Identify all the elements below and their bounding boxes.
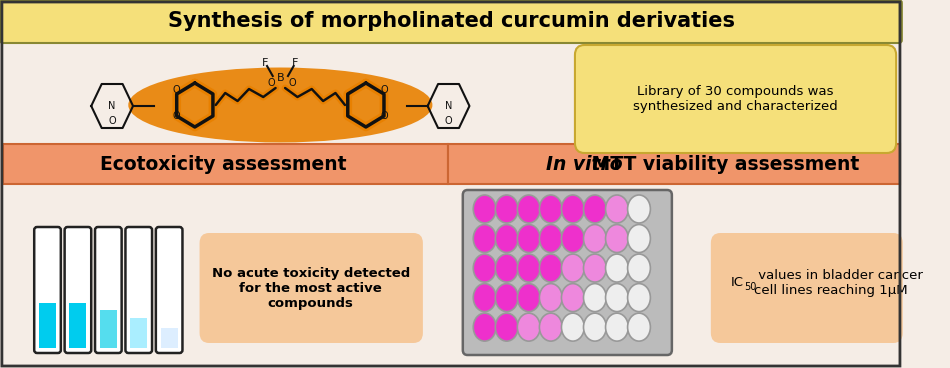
- Text: Library of 30 compounds was
synthesized and characterized: Library of 30 compounds was synthesized …: [633, 85, 838, 113]
- Ellipse shape: [473, 254, 496, 282]
- FancyBboxPatch shape: [3, 144, 447, 184]
- Ellipse shape: [561, 284, 584, 312]
- Ellipse shape: [518, 224, 541, 252]
- FancyBboxPatch shape: [575, 45, 896, 153]
- Text: O: O: [445, 116, 452, 126]
- Text: Ecotoxicity assessment: Ecotoxicity assessment: [100, 155, 347, 173]
- Ellipse shape: [583, 224, 606, 252]
- Text: O: O: [289, 78, 296, 88]
- FancyBboxPatch shape: [156, 227, 182, 353]
- Ellipse shape: [628, 313, 651, 341]
- Text: No acute toxicity detected
for the most active
compounds: No acute toxicity detected for the most …: [212, 266, 409, 309]
- FancyBboxPatch shape: [95, 227, 122, 353]
- Text: O: O: [267, 78, 275, 88]
- Text: O: O: [380, 85, 388, 95]
- Ellipse shape: [561, 195, 584, 223]
- Ellipse shape: [473, 284, 496, 312]
- FancyBboxPatch shape: [200, 233, 423, 343]
- Ellipse shape: [605, 254, 628, 282]
- Ellipse shape: [540, 284, 562, 312]
- Ellipse shape: [128, 67, 432, 142]
- Ellipse shape: [495, 224, 518, 252]
- Ellipse shape: [518, 254, 541, 282]
- Text: B: B: [276, 73, 284, 83]
- Ellipse shape: [540, 195, 562, 223]
- Ellipse shape: [518, 195, 541, 223]
- FancyBboxPatch shape: [0, 0, 902, 43]
- Text: In vitro: In vitro: [546, 155, 623, 173]
- FancyBboxPatch shape: [125, 227, 152, 353]
- Text: 50: 50: [744, 282, 756, 292]
- Ellipse shape: [473, 313, 496, 341]
- Bar: [100, 310, 117, 348]
- Bar: [161, 328, 178, 348]
- Bar: [69, 303, 86, 348]
- FancyBboxPatch shape: [447, 144, 900, 184]
- Ellipse shape: [605, 313, 628, 341]
- Ellipse shape: [605, 224, 628, 252]
- Text: O: O: [108, 116, 116, 126]
- Ellipse shape: [583, 254, 606, 282]
- Ellipse shape: [518, 284, 541, 312]
- Ellipse shape: [583, 284, 606, 312]
- Ellipse shape: [628, 224, 651, 252]
- Ellipse shape: [540, 224, 562, 252]
- Ellipse shape: [583, 195, 606, 223]
- Ellipse shape: [495, 313, 518, 341]
- Ellipse shape: [473, 195, 496, 223]
- Text: N: N: [108, 101, 116, 111]
- Ellipse shape: [495, 195, 518, 223]
- Ellipse shape: [495, 254, 518, 282]
- Ellipse shape: [628, 195, 651, 223]
- Text: MTT viability assessment: MTT viability assessment: [585, 155, 860, 173]
- Bar: [130, 318, 147, 348]
- Ellipse shape: [495, 284, 518, 312]
- Ellipse shape: [583, 313, 606, 341]
- Text: values in bladder cancer
cell lines reaching 1μM: values in bladder cancer cell lines reac…: [753, 269, 922, 297]
- Ellipse shape: [628, 254, 651, 282]
- Ellipse shape: [473, 224, 496, 252]
- Text: O: O: [173, 111, 180, 121]
- Ellipse shape: [605, 195, 628, 223]
- Text: F: F: [262, 58, 268, 68]
- Ellipse shape: [540, 254, 562, 282]
- FancyBboxPatch shape: [711, 233, 902, 343]
- Ellipse shape: [561, 313, 584, 341]
- Ellipse shape: [605, 284, 628, 312]
- Ellipse shape: [561, 224, 584, 252]
- Text: N: N: [445, 101, 452, 111]
- Text: F: F: [293, 58, 298, 68]
- Ellipse shape: [628, 284, 651, 312]
- FancyBboxPatch shape: [34, 227, 61, 353]
- FancyBboxPatch shape: [463, 190, 672, 355]
- Text: IC: IC: [731, 276, 744, 290]
- Ellipse shape: [540, 313, 562, 341]
- Ellipse shape: [518, 313, 541, 341]
- Bar: [39, 303, 56, 348]
- FancyBboxPatch shape: [65, 227, 91, 353]
- Ellipse shape: [561, 254, 584, 282]
- Text: O: O: [173, 85, 180, 95]
- Text: O: O: [380, 111, 388, 121]
- Text: Synthesis of morpholinated curcumin derivaties: Synthesis of morpholinated curcumin deri…: [168, 11, 735, 31]
